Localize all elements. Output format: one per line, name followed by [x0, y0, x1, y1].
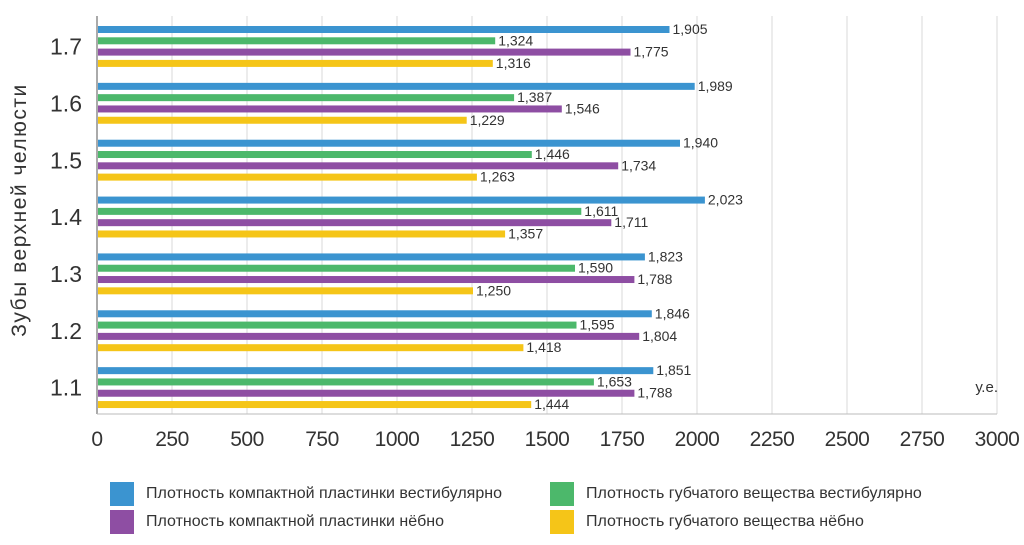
bar — [98, 48, 631, 56]
data-label: 1,653 — [597, 373, 632, 389]
x-tick-label: 2750 — [900, 428, 945, 451]
legend-swatch-purple — [110, 510, 134, 534]
legend-item-compact-palatal: Плотность компактной пластинки нёбно — [110, 510, 444, 534]
data-label: 1,590 — [578, 260, 613, 276]
x-tick-label: 1000 — [375, 428, 420, 451]
bar — [98, 367, 654, 375]
data-label: 1,989 — [698, 78, 733, 94]
x-tick-label: 3000 — [975, 428, 1020, 451]
bar — [98, 253, 645, 261]
data-label: 1,229 — [470, 112, 505, 128]
data-label: 1,263 — [480, 169, 515, 185]
x-tick-label: 2500 — [825, 428, 870, 451]
data-label: 1,711 — [614, 214, 648, 230]
y-axis-title: Зубы верхней челюсти — [8, 83, 31, 337]
bar — [98, 162, 619, 170]
y-category-label: 1.4 — [50, 204, 82, 230]
data-label: 1,851 — [656, 362, 691, 378]
data-label: 1,905 — [673, 21, 708, 37]
legend-item-compact-vestibular: Плотность компактной пластинки вестибуля… — [110, 482, 502, 506]
bar — [98, 276, 635, 284]
bar — [98, 207, 582, 215]
bar — [98, 389, 635, 397]
bar — [98, 94, 515, 102]
data-label: 1,595 — [580, 317, 615, 333]
data-label: 1,444 — [534, 396, 569, 412]
data-label: 2,023 — [708, 192, 743, 208]
bar — [98, 116, 467, 124]
y-category-label: 1.2 — [50, 318, 82, 344]
x-tick-label: 500 — [230, 428, 264, 451]
data-label: 1,788 — [637, 385, 672, 401]
data-label: 1,418 — [526, 339, 561, 355]
y-category-label: 1.6 — [50, 90, 82, 116]
y-category-label: 1.3 — [50, 261, 82, 287]
data-label: 1,734 — [621, 157, 656, 173]
bar — [98, 344, 524, 352]
legend-swatch-blue — [110, 482, 134, 506]
grid-lines — [171, 16, 998, 414]
y-category-label: 1.5 — [50, 147, 82, 173]
bar — [98, 82, 695, 90]
legend-label: Плотность губчатого вещества вестибулярн… — [586, 485, 922, 502]
bar — [98, 219, 612, 227]
bar — [98, 332, 640, 340]
bar — [98, 378, 594, 386]
data-label: 1,611 — [584, 203, 618, 219]
x-tick-label: 2250 — [750, 428, 795, 451]
data-label: 1,446 — [535, 146, 570, 162]
data-label: 1,788 — [637, 271, 672, 287]
legend-label: Плотность губчатого вещества нёбно — [586, 513, 864, 530]
data-label: 1,940 — [683, 135, 718, 151]
data-label: 1,250 — [476, 282, 511, 298]
legend: Плотность компактной пластинки вестибуля… — [110, 478, 990, 538]
data-label: 1,546 — [565, 100, 600, 116]
bar — [98, 287, 473, 295]
data-label: 1,387 — [517, 89, 552, 105]
legend-swatch-green — [550, 482, 574, 506]
axes: 0 250 500 750 1000 1250 1500 1750 2000 2250 2500 27… — [50, 16, 1020, 451]
legend-item-spongy-vestibular: Плотность губчатого вещества вестибулярн… — [550, 482, 922, 506]
data-label: 1,775 — [634, 44, 669, 60]
x-tick-label: 250 — [155, 428, 189, 451]
data-labels: 1,905 1,324 1,775 1,316 1,989 1,387 1,546 1,229… — [470, 21, 743, 412]
x-tick-label: 1500 — [525, 428, 570, 451]
data-label: 1,357 — [508, 225, 543, 241]
bar — [98, 139, 680, 147]
bar — [98, 401, 532, 409]
x-tick-label: 1250 — [450, 428, 495, 451]
bar — [98, 196, 705, 204]
bar — [98, 321, 577, 329]
data-label: 1,823 — [648, 248, 683, 264]
data-label: 1,846 — [655, 305, 690, 321]
data-label: 1,324 — [498, 32, 533, 48]
legend-item-spongy-palatal: Плотность губчатого вещества нёбно — [550, 510, 864, 534]
data-label: 1,316 — [496, 55, 531, 71]
bar — [98, 230, 506, 238]
bar — [98, 310, 652, 318]
unit-label: у.е. — [975, 379, 998, 396]
bar — [98, 59, 493, 67]
x-tick-label: 1750 — [600, 428, 645, 451]
bars — [98, 26, 705, 409]
y-category-label: 1.1 — [50, 375, 82, 401]
x-tick-label: 750 — [305, 428, 339, 451]
bar — [98, 173, 477, 181]
y-category-label: 1.7 — [50, 34, 82, 60]
bar — [98, 26, 670, 33]
data-label: 1,804 — [642, 328, 677, 344]
legend-label: Плотность компактной пластинки нёбно — [146, 513, 445, 530]
bar — [98, 37, 496, 45]
x-tick-label: 2000 — [675, 428, 720, 451]
bar — [98, 151, 532, 159]
legend-label: Плотность компактной пластинки вестибуля… — [146, 485, 502, 502]
bar — [98, 105, 562, 113]
bar — [98, 264, 575, 272]
legend-swatch-yellow — [550, 510, 574, 534]
x-tick-label: 0 — [91, 428, 102, 451]
